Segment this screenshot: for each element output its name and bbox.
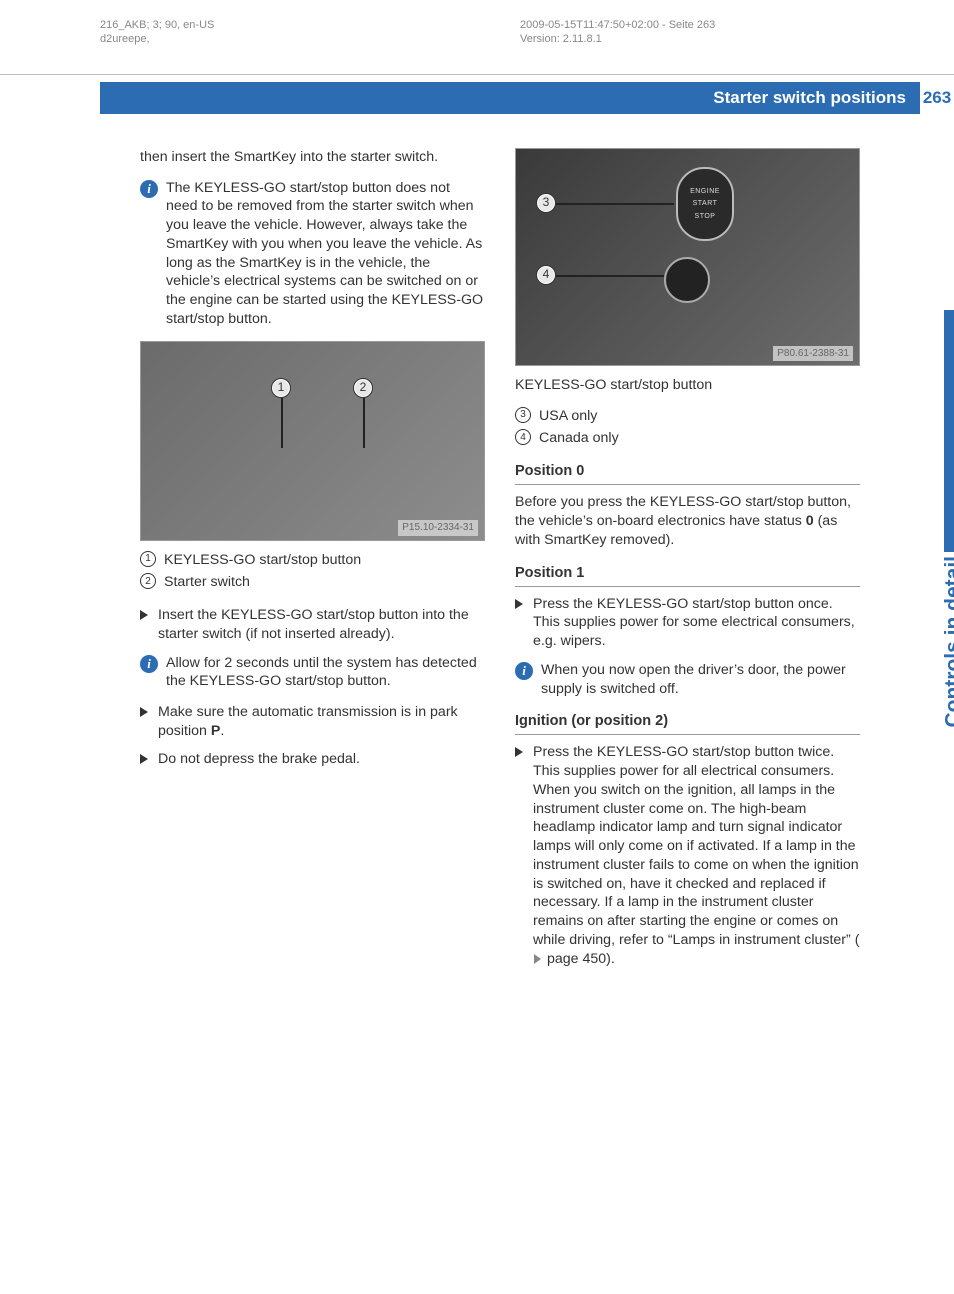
triangle-icon xyxy=(515,747,525,757)
side-tab-accent xyxy=(944,310,954,552)
meta-left-2: d2ureepe, xyxy=(100,33,150,45)
page-number: 263 xyxy=(920,82,954,114)
content-area: then insert the SmartKey into the starte… xyxy=(140,148,860,968)
legend-row-2: 2 Starter switch xyxy=(140,573,485,592)
step-brake: Do not depress the brake pedal. xyxy=(140,750,485,769)
info-note-2-text: Allow for 2 seconds until the system has… xyxy=(166,654,485,691)
callout-2-line xyxy=(363,398,365,448)
info-icon: i xyxy=(515,662,533,680)
callout-3-line xyxy=(556,203,674,205)
info-icon: i xyxy=(140,655,158,673)
meta-right-1: 2009-05-15T11:47:50+02:00 - Seite 263 xyxy=(520,19,715,31)
figure-2-ref: P80.61-2388-31 xyxy=(773,346,853,361)
info-note-1-text: The KEYLESS-GO start/stop button does no… xyxy=(166,179,485,329)
legend-row-3: 3 USA only xyxy=(515,407,860,426)
step-insert: Insert the KEYLESS-GO start/stop button … xyxy=(140,606,485,643)
right-column: 3 4 ENGINE START STOP P80.61-2388-31 KEY… xyxy=(515,148,860,968)
callout-1: 1 xyxy=(271,378,291,398)
triangle-icon xyxy=(140,754,150,764)
figure-2-caption: KEYLESS-GO start/stop button xyxy=(515,376,860,395)
legend-num-2: 2 xyxy=(140,573,156,589)
legend-text-2: Starter switch xyxy=(164,573,485,592)
legend-text-1: KEYLESS-GO start/stop button xyxy=(164,551,485,570)
page-link-icon xyxy=(534,954,541,964)
intro-text: then insert the SmartKey into the starte… xyxy=(140,148,485,167)
step-park: Make sure the automatic transmission is … xyxy=(140,703,485,740)
side-tab-label: Controls in detail xyxy=(942,556,954,728)
ignition-step-text: Press the KEYLESS-GO start/stop button t… xyxy=(533,743,860,968)
print-meta-left: 216_AKB; 3; 90, en-US d2ureepe, xyxy=(100,18,214,47)
legend-text-3: USA only xyxy=(539,407,860,426)
secondary-dial xyxy=(664,257,710,303)
position-0-text: Before you press the KEYLESS-GO start/st… xyxy=(515,493,860,549)
figure-1-ref: P15.10-2334-31 xyxy=(398,520,478,535)
meta-left-1: 216_AKB; 3; 90, en-US xyxy=(100,19,214,31)
callout-2: 2 xyxy=(353,378,373,398)
legend-num-1: 1 xyxy=(140,551,156,567)
step-park-text: Make sure the automatic transmission is … xyxy=(158,703,485,740)
engine-start-button: ENGINE START STOP xyxy=(676,167,734,241)
triangle-icon xyxy=(515,599,525,609)
callout-3: 3 xyxy=(536,193,556,213)
left-column: then insert the SmartKey into the starte… xyxy=(140,148,485,968)
info-icon: i xyxy=(140,180,158,198)
triangle-icon xyxy=(140,707,150,717)
callout-4: 4 xyxy=(536,265,556,285)
print-meta-right: 2009-05-15T11:47:50+02:00 - Seite 263 Ve… xyxy=(520,18,715,47)
figure-engine-button: 3 4 ENGINE START STOP P80.61-2388-31 xyxy=(515,148,860,366)
info-note-2: i Allow for 2 seconds until the system h… xyxy=(140,654,485,691)
heading-position-1: Position 1 xyxy=(515,564,860,587)
callout-1-line xyxy=(281,398,283,448)
triangle-icon xyxy=(140,610,150,620)
position-1-note: i When you now open the driver’s door, t… xyxy=(515,661,860,698)
info-note-1: i The KEYLESS-GO start/stop button does … xyxy=(140,179,485,329)
section-title: Starter switch positions xyxy=(713,88,906,108)
position-1-step-text: Press the KEYLESS-GO start/stop button o… xyxy=(533,595,860,651)
meta-right-2: Version: 2.11.8.1 xyxy=(520,33,602,45)
position-1-note-text: When you now open the driver’s door, the… xyxy=(541,661,860,698)
heading-position-0: Position 0 xyxy=(515,462,860,485)
legend-num-4: 4 xyxy=(515,429,531,445)
ignition-step: Press the KEYLESS-GO start/stop button t… xyxy=(515,743,860,968)
legend-text-4: Canada only xyxy=(539,429,860,448)
section-header-bar: Starter switch positions xyxy=(100,82,920,114)
step-insert-text: Insert the KEYLESS-GO start/stop button … xyxy=(158,606,485,643)
legend-num-3: 3 xyxy=(515,407,531,423)
legend-row-1: 1 KEYLESS-GO start/stop button xyxy=(140,551,485,570)
figure-dashboard: 1 2 P15.10-2334-31 xyxy=(140,341,485,541)
legend-row-4: 4 Canada only xyxy=(515,429,860,448)
position-1-step: Press the KEYLESS-GO start/stop button o… xyxy=(515,595,860,651)
top-rule xyxy=(0,74,954,75)
step-brake-text: Do not depress the brake pedal. xyxy=(158,750,485,769)
callout-4-line xyxy=(556,275,664,277)
heading-ignition: Ignition (or position 2) xyxy=(515,712,860,735)
